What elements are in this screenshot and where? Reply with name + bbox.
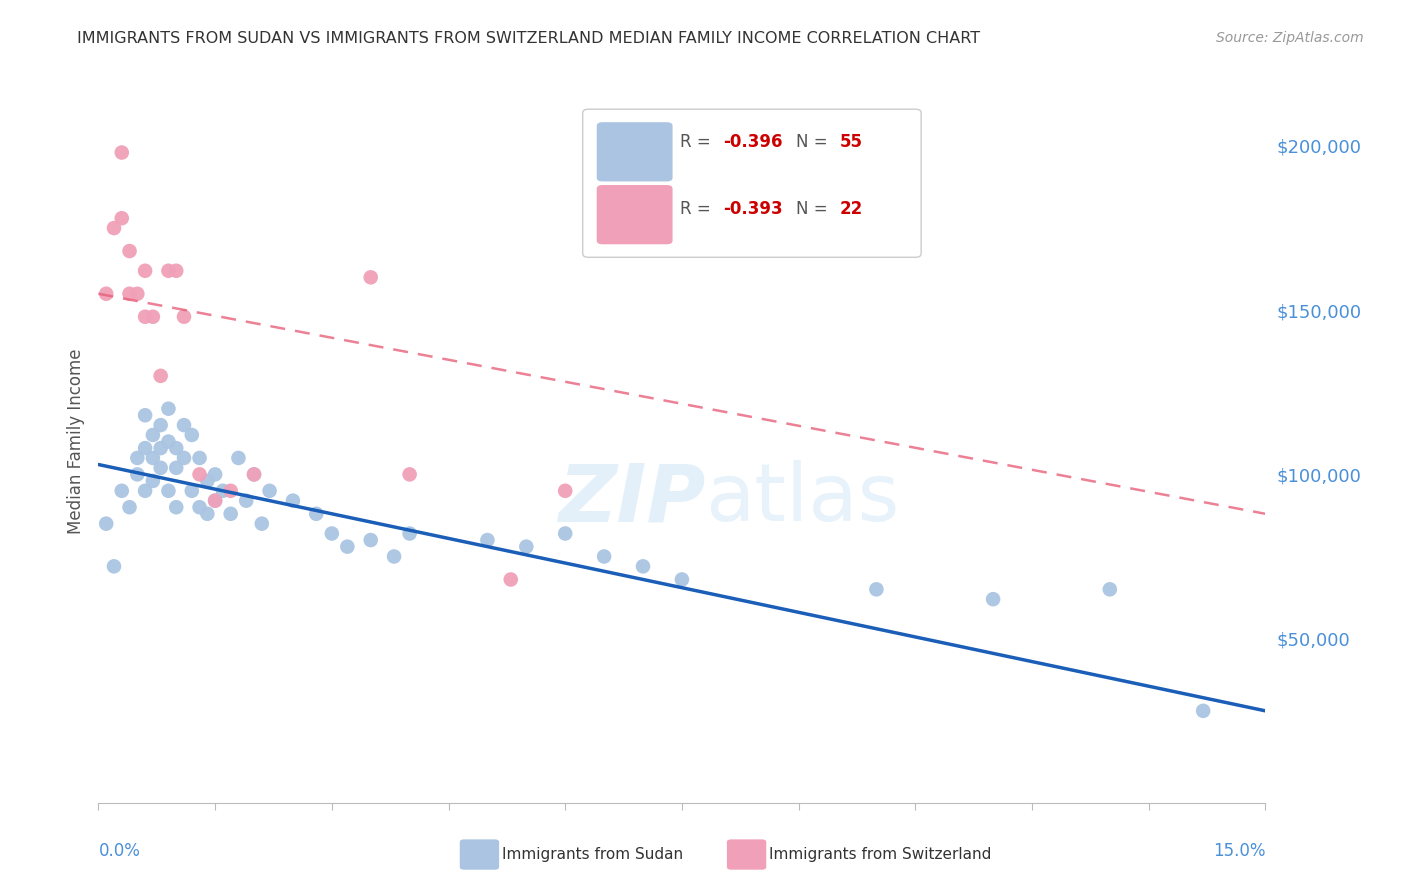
Point <box>212 483 235 498</box>
Point <box>195 474 218 488</box>
Point <box>142 474 165 488</box>
FancyBboxPatch shape <box>596 185 672 244</box>
Point <box>165 264 187 278</box>
FancyBboxPatch shape <box>582 109 921 257</box>
Point <box>149 441 172 455</box>
Point <box>96 286 118 301</box>
Text: 15.0%: 15.0% <box>1213 842 1265 860</box>
Point <box>127 467 149 482</box>
Text: N =: N = <box>796 200 834 218</box>
Point <box>111 211 134 226</box>
Point <box>142 450 165 465</box>
Point <box>103 221 125 235</box>
Point <box>631 559 654 574</box>
Point <box>134 264 156 278</box>
Point <box>103 559 125 574</box>
Point <box>188 450 211 465</box>
Text: 55: 55 <box>839 133 862 151</box>
Point <box>204 493 226 508</box>
Text: -0.396: -0.396 <box>723 133 782 151</box>
Point <box>173 418 195 433</box>
Point <box>142 310 165 324</box>
Point <box>235 493 257 508</box>
Point <box>134 483 156 498</box>
Point <box>149 460 172 475</box>
Point <box>360 270 382 285</box>
Point <box>118 244 141 258</box>
Point <box>204 467 226 482</box>
Point <box>360 533 382 547</box>
Point <box>165 460 187 475</box>
Text: Immigrants from Switzerland: Immigrants from Switzerland <box>769 847 991 863</box>
Point <box>865 582 887 597</box>
Point <box>228 450 250 465</box>
Point <box>243 467 266 482</box>
Text: R =: R = <box>679 200 716 218</box>
Text: Immigrants from Sudan: Immigrants from Sudan <box>502 847 683 863</box>
Point <box>671 573 693 587</box>
Point <box>127 286 149 301</box>
Point <box>981 592 1004 607</box>
Point <box>127 450 149 465</box>
Point <box>259 483 281 498</box>
Point <box>118 286 141 301</box>
Point <box>188 500 211 515</box>
Point <box>398 467 420 482</box>
Point <box>134 310 156 324</box>
Point <box>173 450 195 465</box>
Point <box>499 573 522 587</box>
Point <box>96 516 118 531</box>
Point <box>111 483 134 498</box>
Point <box>188 467 211 482</box>
Text: 22: 22 <box>839 200 863 218</box>
Y-axis label: Median Family Income: Median Family Income <box>66 349 84 534</box>
Point <box>157 483 180 498</box>
Point <box>165 500 187 515</box>
Point <box>281 493 304 508</box>
Point <box>134 409 156 423</box>
Text: IMMIGRANTS FROM SUDAN VS IMMIGRANTS FROM SWITZERLAND MEDIAN FAMILY INCOME CORREL: IMMIGRANTS FROM SUDAN VS IMMIGRANTS FROM… <box>77 31 980 46</box>
Point <box>336 540 359 554</box>
Text: ZIP: ZIP <box>558 460 706 539</box>
Point <box>219 507 242 521</box>
Text: R =: R = <box>679 133 716 151</box>
Point <box>118 500 141 515</box>
Point <box>593 549 616 564</box>
Text: atlas: atlas <box>706 460 900 539</box>
Text: -0.393: -0.393 <box>723 200 782 218</box>
Point <box>321 526 343 541</box>
Point <box>157 401 180 416</box>
Text: Source: ZipAtlas.com: Source: ZipAtlas.com <box>1216 31 1364 45</box>
Point <box>111 145 134 160</box>
Point <box>554 526 576 541</box>
Point <box>1192 704 1215 718</box>
Point <box>134 441 156 455</box>
Point <box>243 467 266 482</box>
Point <box>180 483 202 498</box>
Point <box>1098 582 1121 597</box>
Point <box>398 526 420 541</box>
Point <box>195 507 218 521</box>
Text: N =: N = <box>796 133 834 151</box>
Text: 0.0%: 0.0% <box>98 842 141 860</box>
Point <box>173 310 195 324</box>
Point <box>142 428 165 442</box>
Point <box>204 493 226 508</box>
Point <box>149 368 172 383</box>
Point <box>165 441 187 455</box>
Point <box>250 516 273 531</box>
Point <box>149 418 172 433</box>
Point <box>219 483 242 498</box>
Point <box>382 549 405 564</box>
Point <box>305 507 328 521</box>
Point <box>515 540 537 554</box>
Point <box>157 264 180 278</box>
FancyBboxPatch shape <box>596 122 672 181</box>
Point <box>554 483 576 498</box>
Point <box>157 434 180 449</box>
Point <box>180 428 202 442</box>
Point <box>477 533 499 547</box>
